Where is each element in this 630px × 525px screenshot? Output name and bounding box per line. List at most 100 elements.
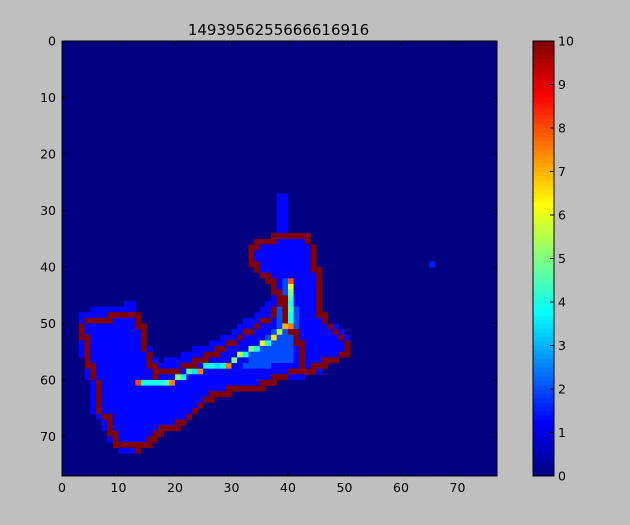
heatmap-cell xyxy=(333,340,340,347)
heatmap-cell xyxy=(248,261,255,268)
heatmap-cell xyxy=(191,408,198,415)
heatmap-cell xyxy=(152,357,159,364)
heatmap-cell xyxy=(124,413,131,420)
heatmap-cell xyxy=(310,283,317,290)
heatmap-cell xyxy=(141,413,148,420)
heatmap-cell xyxy=(282,323,289,330)
heatmap-cell xyxy=(259,250,266,256)
heatmap-cell xyxy=(248,250,255,256)
heatmap-cell xyxy=(101,419,108,426)
heatmap-cell xyxy=(242,346,249,353)
heatmap-cell xyxy=(158,368,164,375)
heatmap-cell xyxy=(271,306,277,313)
heatmap-cell xyxy=(254,323,261,330)
heatmap-cell xyxy=(276,289,283,296)
heatmap-cell xyxy=(118,346,125,353)
heatmap-cell xyxy=(282,363,289,369)
heatmap-cell xyxy=(287,255,294,262)
colorbar-segment xyxy=(533,58,554,64)
heatmap-cell xyxy=(282,306,289,313)
colorbar-segment xyxy=(533,258,554,264)
heatmap-cell xyxy=(282,210,289,217)
heatmap-cell xyxy=(231,351,238,358)
heatmap-cell xyxy=(271,346,277,353)
x-tick-label: 30 xyxy=(224,480,240,495)
heatmap-cell xyxy=(321,317,328,324)
heatmap-cell xyxy=(186,402,193,409)
heatmap-cell xyxy=(146,396,153,403)
heatmap-cell xyxy=(338,351,345,358)
heatmap-cell xyxy=(338,329,345,336)
colorbar-segment xyxy=(533,436,554,442)
heatmap-cell xyxy=(135,368,142,375)
colorbar-segment xyxy=(533,310,554,316)
colorbar-segment xyxy=(533,210,554,216)
heatmap-cell xyxy=(141,329,148,336)
heatmap-cell xyxy=(197,368,204,375)
heatmap-cell xyxy=(271,255,277,262)
heatmap-cell xyxy=(180,419,187,426)
heatmap-cell xyxy=(344,351,351,358)
heatmap-cell xyxy=(90,379,97,386)
heatmap-cell xyxy=(344,346,351,353)
heatmap-cell xyxy=(282,283,289,290)
heatmap-cell xyxy=(101,329,108,336)
heatmap-cell xyxy=(124,340,131,347)
heatmap-cell xyxy=(304,300,311,307)
heatmap-cell xyxy=(84,340,91,347)
heatmap-cell xyxy=(112,357,119,364)
heatmap-cell xyxy=(214,340,221,347)
heatmap-cell xyxy=(259,357,266,364)
x-tick-label: 40 xyxy=(280,480,296,495)
heatmap-cell xyxy=(95,312,102,319)
colorbar-segment xyxy=(533,171,554,177)
heatmap-cell xyxy=(259,266,266,273)
heatmap-cell xyxy=(299,317,306,324)
colorbar-segment xyxy=(533,354,554,359)
heatmap-cell xyxy=(112,419,119,426)
heatmap-cell xyxy=(304,255,311,262)
heatmap-cell xyxy=(208,391,215,398)
heatmap-cell xyxy=(124,374,131,381)
heatmap-cell xyxy=(146,425,153,432)
heatmap-cell xyxy=(287,306,294,313)
colorbar-tick-label: 0 xyxy=(558,469,566,484)
heatmap-cell xyxy=(220,346,227,353)
colorbar-segment xyxy=(533,123,554,129)
heatmap-cell xyxy=(118,363,125,369)
heatmap-cell xyxy=(152,402,159,409)
heatmap-cell xyxy=(135,323,142,330)
heatmap-cell xyxy=(293,334,300,341)
heatmap-cell xyxy=(299,272,306,279)
heatmap-cell xyxy=(310,357,317,364)
heatmap-cell xyxy=(338,346,345,353)
colorbar-segment xyxy=(533,49,554,55)
heatmap-cell xyxy=(259,244,266,251)
heatmap-cell xyxy=(333,357,340,364)
heatmap-cell xyxy=(186,396,193,403)
heatmap-cell xyxy=(174,419,181,426)
heatmap-cell xyxy=(310,323,317,330)
heatmap-cell xyxy=(327,357,334,364)
heatmap-cell xyxy=(220,363,227,369)
heatmap-cell xyxy=(84,323,91,330)
heatmap-cell xyxy=(282,340,289,347)
heatmap-cell xyxy=(203,363,210,369)
heatmap-cell xyxy=(101,312,108,319)
heatmap-cell xyxy=(118,317,125,324)
heatmap-cell xyxy=(112,430,119,437)
heatmap-cell xyxy=(124,385,131,392)
colorbar-segment xyxy=(533,375,554,381)
heatmap-cell xyxy=(124,368,131,375)
heatmap-cell xyxy=(265,323,272,330)
heatmap-cell xyxy=(191,368,198,375)
heatmap-cell xyxy=(169,385,176,392)
heatmap-cell xyxy=(265,363,272,369)
heatmap-cell xyxy=(180,391,187,398)
heatmap-cell xyxy=(129,396,136,403)
heatmap-cell xyxy=(310,272,317,279)
heatmap-cell xyxy=(197,391,204,398)
heatmap-cell xyxy=(203,346,210,353)
heatmap-cell xyxy=(163,363,170,369)
colorbar-segment xyxy=(533,345,554,351)
